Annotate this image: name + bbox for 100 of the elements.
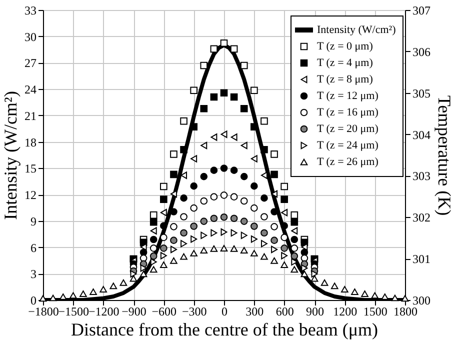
- legend-label: T (z = 4 μm): [317, 57, 374, 69]
- x-tick-label: −1500: [58, 304, 90, 318]
- point: [290, 236, 298, 244]
- point: [200, 62, 208, 70]
- y-tick-label: 0: [30, 294, 36, 308]
- y2-tick-label: 302: [412, 210, 430, 225]
- y-tick-label: 33: [24, 4, 36, 18]
- point: [150, 211, 158, 219]
- point: [160, 234, 168, 242]
- x-tick-label: 300: [246, 304, 264, 318]
- point: [170, 236, 178, 244]
- point: [361, 290, 368, 298]
- point: [310, 275, 318, 282]
- x-tick-label: −1200: [88, 304, 120, 318]
- point: [150, 218, 158, 226]
- point: [120, 279, 128, 286]
- point: [140, 270, 148, 278]
- point: [230, 166, 238, 174]
- point: [290, 244, 298, 252]
- point: [170, 246, 177, 254]
- x-tick-label: 1500: [363, 304, 388, 318]
- legend-label: T (z = 8 μm): [317, 74, 374, 86]
- y-tick-label: 18: [24, 135, 36, 150]
- point: [170, 170, 178, 178]
- legend-label: T (z = 20 μm): [317, 123, 379, 135]
- point: [381, 293, 389, 300]
- point: [230, 214, 238, 222]
- point: [291, 227, 298, 234]
- y2-tick-label: 300: [412, 294, 430, 308]
- point: [351, 288, 358, 295]
- point: [210, 166, 218, 174]
- point: [200, 142, 208, 150]
- point: [230, 93, 238, 101]
- point: [170, 208, 178, 216]
- point: [190, 250, 198, 256]
- point: [170, 150, 178, 158]
- x-tick-label: −300: [182, 304, 207, 318]
- point: [190, 222, 198, 230]
- point: [150, 236, 158, 244]
- point: [170, 223, 178, 230]
- legend-label: T (z = 26 μm): [317, 156, 379, 168]
- point: [200, 247, 208, 254]
- point: [180, 240, 188, 248]
- x-tick-label: −900: [122, 304, 146, 318]
- point: [190, 182, 198, 190]
- point: [280, 196, 288, 203]
- point: [200, 104, 208, 112]
- x-tick-label: 1800: [394, 304, 418, 318]
- point: [220, 39, 228, 47]
- legend-label: Intensity (W/cm²): [317, 24, 396, 36]
- point: [240, 142, 248, 150]
- point: [371, 292, 378, 299]
- x-tick-label: −600: [152, 304, 177, 318]
- point: [260, 194, 268, 202]
- y-axis-title: Intensity (W/cm²): [0, 91, 20, 220]
- y-tick-label: 12: [24, 188, 36, 202]
- point: [180, 117, 188, 125]
- y-tick-label: 21: [24, 108, 36, 123]
- point: [100, 286, 107, 292]
- point: [150, 258, 157, 266]
- point: [240, 62, 248, 70]
- point: [290, 266, 298, 273]
- point: [250, 250, 258, 256]
- point: [190, 155, 198, 162]
- point: [250, 155, 258, 162]
- point: [260, 213, 268, 220]
- point: [280, 234, 288, 242]
- legend-label: T (z = 16 μm): [317, 106, 379, 118]
- point: [160, 196, 168, 203]
- point: [250, 222, 258, 230]
- point: [220, 130, 228, 138]
- point: [220, 164, 228, 172]
- point: [260, 229, 268, 237]
- y2-axis-title: Temperature (K): [434, 95, 454, 216]
- legend-label: T (z = 12 μm): [317, 90, 379, 102]
- point: [330, 282, 338, 290]
- point: [200, 197, 208, 205]
- point: [49, 294, 57, 302]
- point: [270, 170, 278, 178]
- point: [130, 275, 138, 282]
- point: [190, 235, 198, 243]
- point: [230, 193, 238, 200]
- point: [210, 214, 218, 222]
- point: [140, 264, 147, 272]
- y-tick-label: 30: [24, 30, 36, 44]
- point: [280, 182, 288, 190]
- x-tick-label: −1800: [28, 304, 59, 318]
- point: [281, 252, 288, 260]
- point: [190, 123, 198, 130]
- point: [301, 264, 308, 272]
- y-tick-label: 24: [24, 82, 36, 97]
- point: [210, 45, 218, 53]
- point: [300, 270, 308, 278]
- point: [190, 86, 198, 94]
- point: [240, 104, 248, 112]
- point: [160, 262, 168, 268]
- point: [280, 222, 288, 230]
- point: [220, 213, 228, 221]
- point: [150, 227, 157, 234]
- point: [210, 93, 218, 101]
